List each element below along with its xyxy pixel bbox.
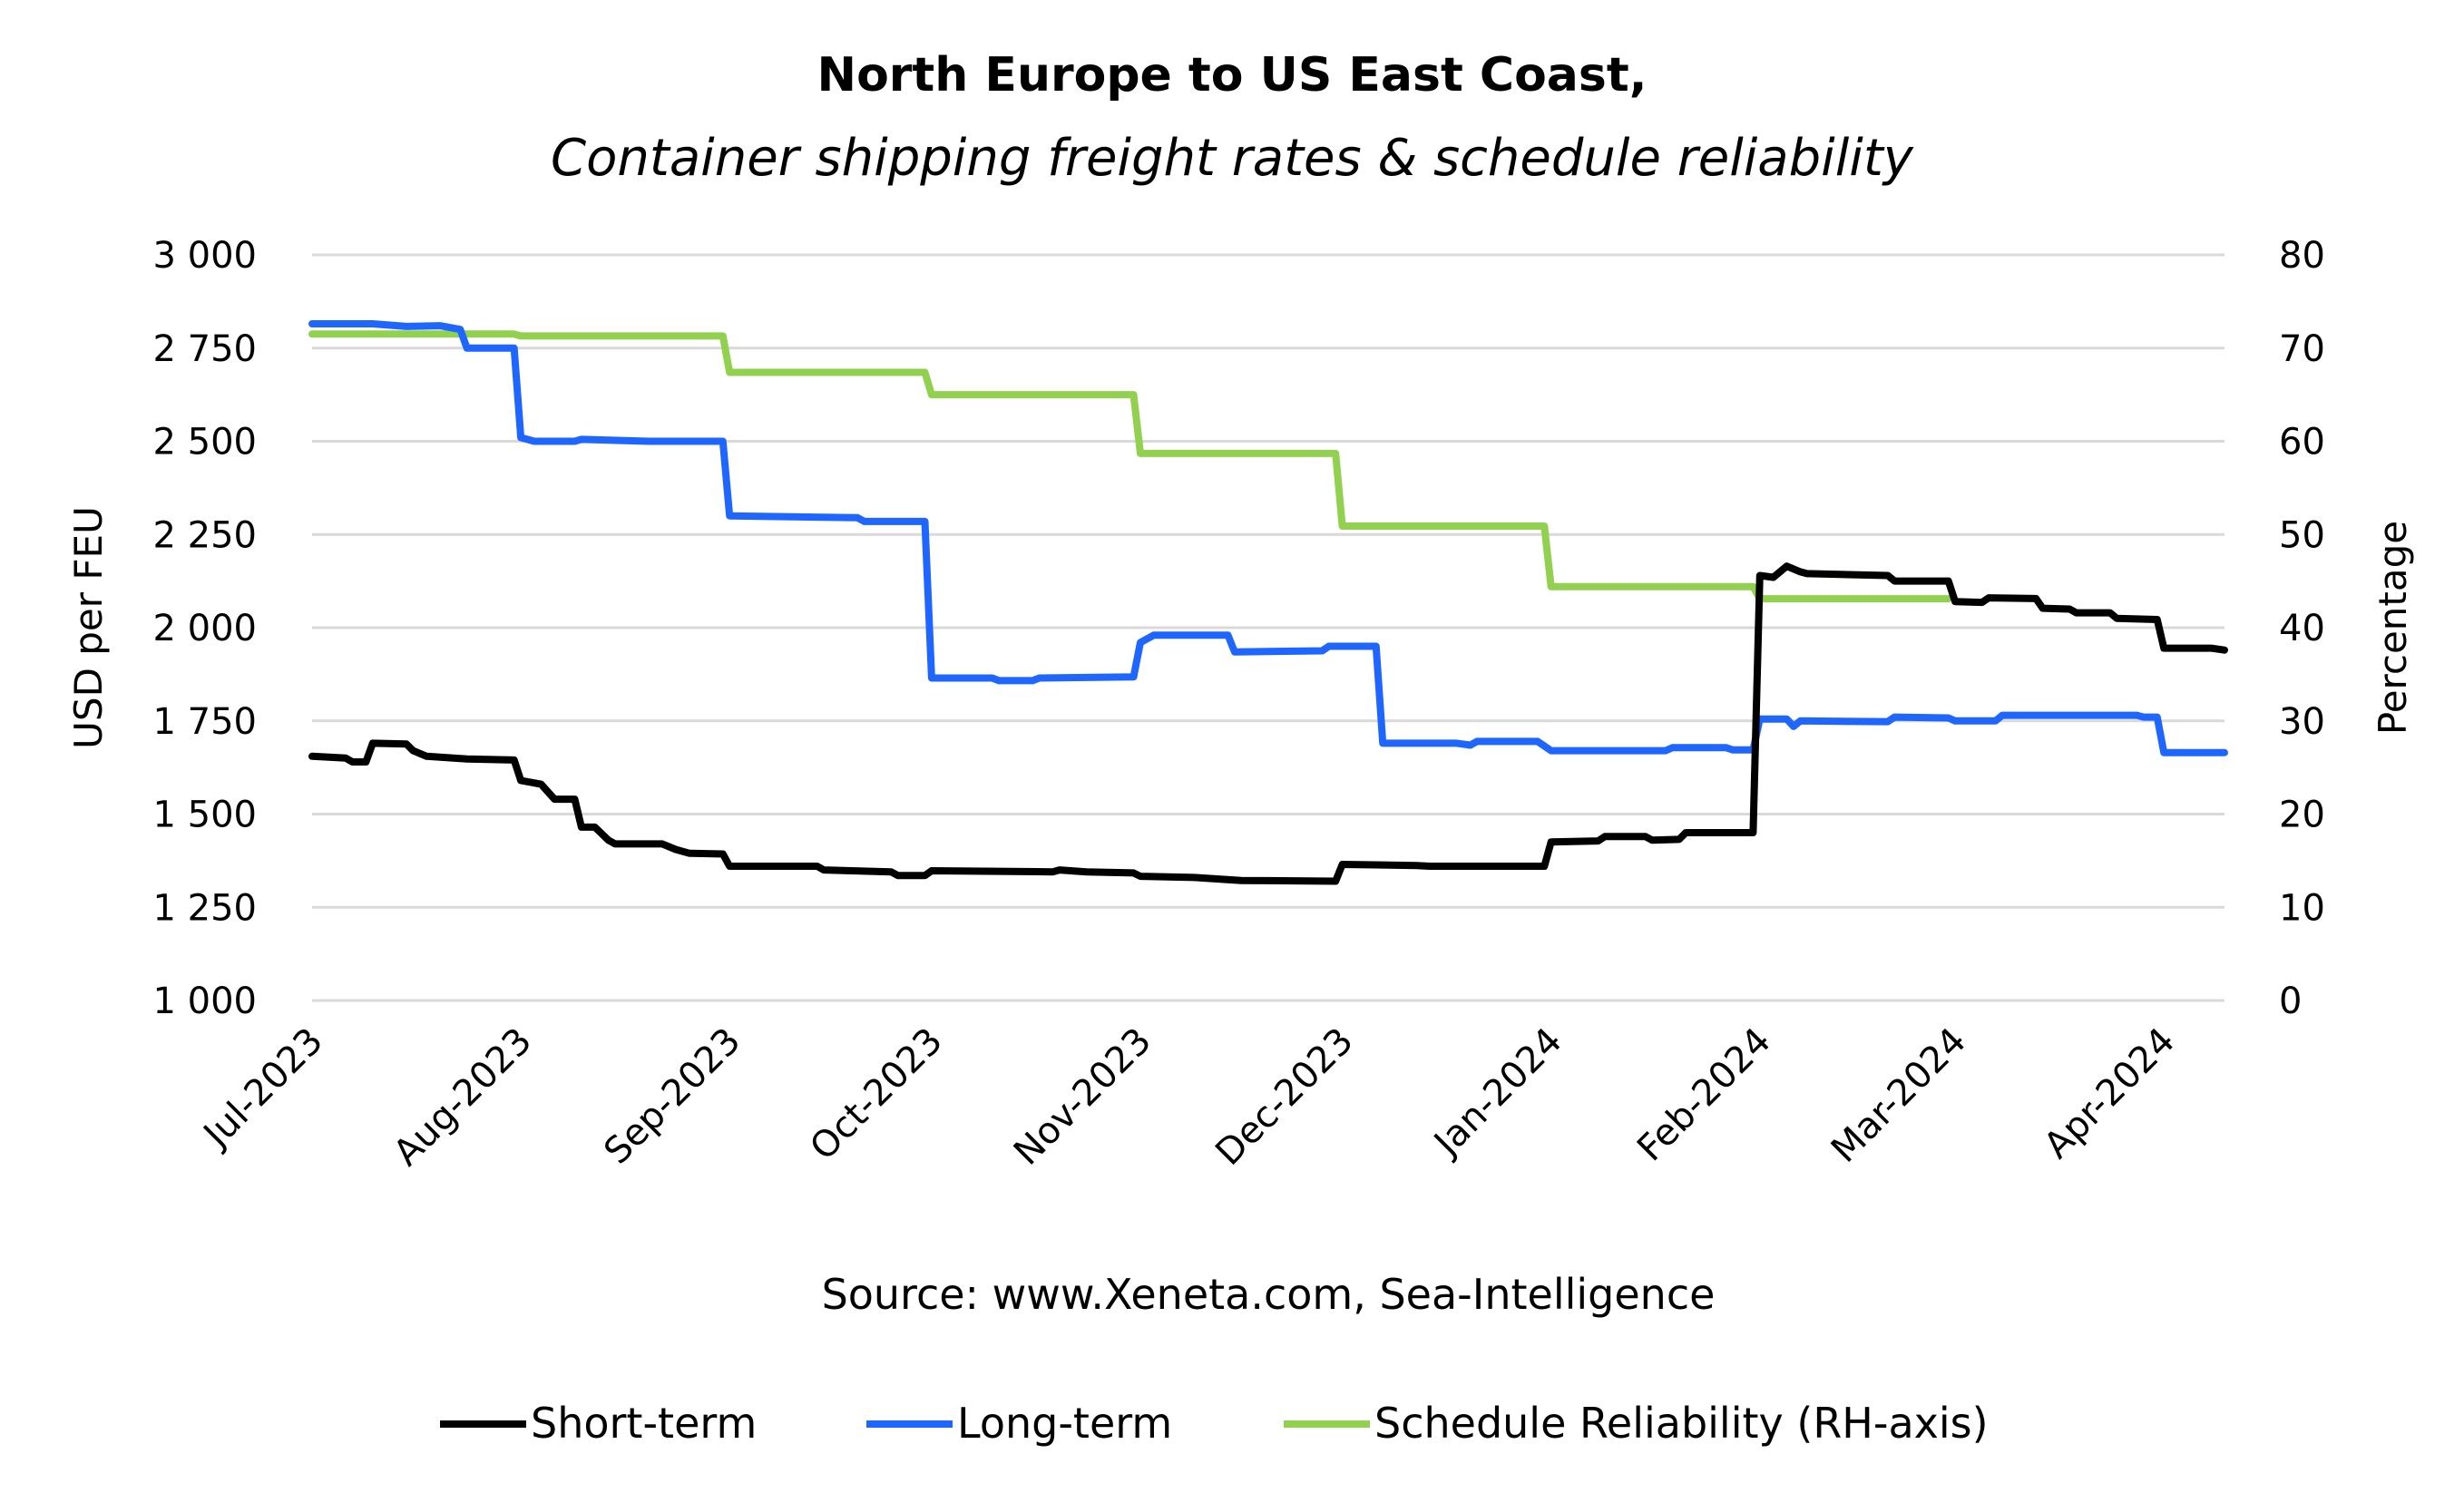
right-tick-label: 20 (2279, 795, 2325, 836)
left-axis-ticks: 1 000 1 250 1 500 1 750 2 000 2 250 2 500 2 750… (152, 235, 257, 1022)
right-tick-label: 50 (2279, 514, 2325, 556)
left-tick-label: 1 250 (152, 887, 257, 929)
legend-label: Short-term (531, 1399, 757, 1448)
right-tick-label: 60 (2279, 422, 2325, 464)
series-lines (308, 320, 2228, 885)
x-tick-label: Apr-2024 (2036, 1020, 2183, 1167)
right-tick-label: 70 (2279, 328, 2325, 370)
chart-title: North Europe to US East Coast, (817, 48, 1648, 102)
right-tick-label: 40 (2279, 608, 2325, 649)
x-tick-label: Jul-2023 (194, 1020, 331, 1157)
left-tick-label: 1 750 (152, 701, 257, 743)
left-tick-label: 3 000 (152, 235, 257, 277)
source-note: Source: www.Xeneta.com, Sea-Intelligence (822, 1270, 1716, 1319)
series-line-schedule-reliability-rh-axis (308, 330, 1952, 603)
chart-subtitle: Container shipping freight rates & sched… (551, 129, 1914, 188)
right-tick-label: 30 (2279, 701, 2325, 743)
left-tick-label: 2 750 (152, 328, 257, 370)
x-tick-label: Jan-2024 (1424, 1020, 1569, 1166)
right-tick-label: 0 (2279, 981, 2302, 1022)
right-tick-label: 80 (2279, 235, 2325, 277)
series-line-short-term (308, 562, 2228, 885)
x-tick-label: Mar-2024 (1824, 1020, 1974, 1171)
x-tick-label: Nov-2023 (1006, 1020, 1159, 1174)
right-axis-ticks: 0 10 20 30 40 50 60 70 80 (2279, 235, 2325, 1022)
right-axis-label: Percentage (2371, 521, 2415, 735)
left-tick-label: 1 000 (152, 981, 257, 1022)
left-tick-label: 2 000 (152, 608, 257, 649)
left-axis-label: USD per FEU (66, 506, 111, 749)
legend: Short-term Long-term Schedule Reliability … (440, 1399, 1989, 1448)
x-tick-label: Aug-2023 (386, 1020, 540, 1175)
x-tick-label: Feb-2024 (1629, 1020, 1779, 1170)
legend-label: Schedule Reliability (RH-axis) (1374, 1399, 1989, 1448)
left-tick-label: 1 500 (152, 795, 257, 836)
x-tick-label: Dec-2023 (1208, 1020, 1361, 1174)
gridlines (312, 253, 2224, 1002)
x-tick-label: Sep-2023 (596, 1020, 748, 1173)
right-tick-label: 10 (2279, 887, 2325, 929)
left-tick-label: 2 250 (152, 514, 257, 556)
legend-label: Long-term (957, 1399, 1172, 1448)
series-line-long-term (308, 320, 2228, 756)
x-axis-ticks: Jul-2023 Aug-2023 Sep-2023 Oct-2023 Nov-2023… (194, 1020, 2183, 1175)
left-tick-label: 2 500 (152, 422, 257, 464)
x-tick-label: Oct-2023 (802, 1020, 951, 1169)
